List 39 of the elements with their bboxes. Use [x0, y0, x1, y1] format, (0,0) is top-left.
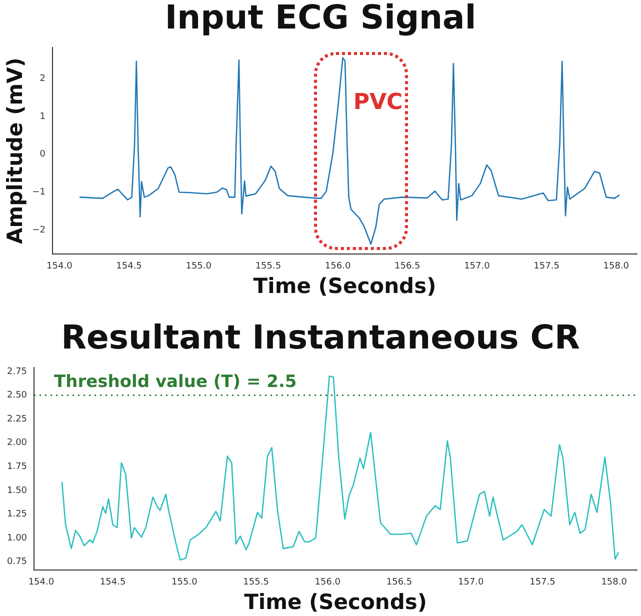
y-tick-label: 0.75 [6, 557, 28, 568]
x-tick-label: 157.0 [464, 262, 490, 272]
y-tick-label: 2.75 [6, 366, 28, 377]
x-tick-label: 156.0 [324, 262, 351, 272]
y-tick-label: 1.00 [6, 533, 28, 544]
y-tick-label: 1.75 [6, 462, 28, 472]
y-tick-label: 2 [40, 74, 46, 84]
x-tick-label: 156.5 [386, 578, 412, 588]
x-tick-label: 157.5 [530, 578, 556, 588]
y-tick-label: −1 [32, 188, 46, 198]
x-tick-label: 154.5 [100, 578, 126, 588]
x-tick-label: 155.5 [255, 262, 282, 272]
y-tick-label: 1 [40, 112, 46, 122]
x-tick-label: 154.0 [46, 262, 73, 272]
x-tick-label: 155.0 [172, 578, 198, 588]
x-tick-label: 157.0 [458, 578, 484, 588]
x-tick-label: 158.0 [603, 262, 630, 272]
chart-title: Resultant Instantaneous CR [61, 317, 580, 356]
x-axis-title: Time (Seconds) [253, 274, 436, 298]
x-tick-label: 155.0 [186, 262, 212, 272]
ref-line-label: Threshold value (T) = 2.5 [54, 372, 297, 392]
x-tick-label: 154.0 [28, 578, 54, 588]
y-tick-label: −2 [32, 225, 46, 236]
x-tick-label: 158.0 [601, 578, 628, 588]
y-tick-label: 2.50 [6, 390, 28, 401]
y-tick-label: 1.50 [6, 486, 28, 496]
annotation: PVC [353, 90, 403, 116]
x-tick-label: 154.5 [116, 262, 142, 272]
y-tick-label: 2.25 [6, 414, 28, 424]
x-tick-label: 157.5 [534, 262, 560, 272]
x-tick-label: 155.5 [243, 578, 269, 588]
chart-title: Input ECG Signal [164, 0, 476, 36]
x-tick-label: 156.5 [394, 262, 420, 272]
y-tick-label: 0 [40, 150, 46, 160]
y-tick-label: 2.00 [6, 438, 28, 448]
x-tick-label: 156.0 [314, 578, 341, 588]
x-axis-title: Time (Seconds) [244, 590, 427, 614]
y-tick-label: 1.25 [6, 510, 28, 520]
y-axis-title: Amplitude (mV) [3, 58, 28, 244]
